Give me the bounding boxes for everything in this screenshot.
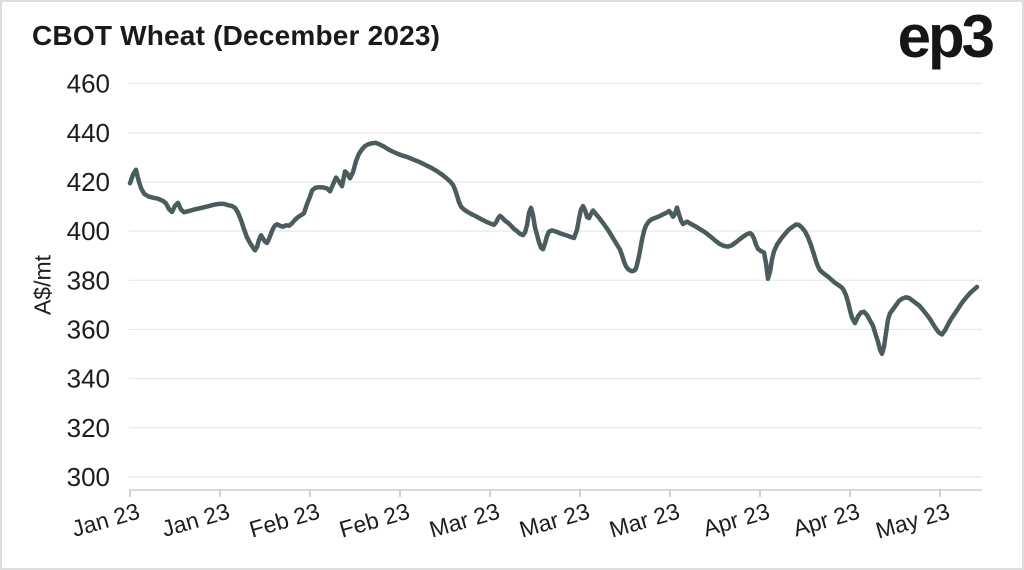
x-tick-label: May 23 bbox=[873, 498, 953, 544]
y-tick-label: 380 bbox=[67, 265, 110, 295]
x-tick-label: Mar 23 bbox=[606, 498, 682, 543]
y-tick-label: 320 bbox=[67, 413, 110, 443]
chart-title: CBOT Wheat (December 2023) bbox=[32, 20, 441, 51]
x-tick-label: Jan 23 bbox=[69, 498, 143, 542]
y-tick-label: 460 bbox=[67, 69, 110, 99]
x-tick-label: Mar 23 bbox=[516, 498, 592, 543]
y-tick-label: 300 bbox=[67, 462, 110, 492]
x-tick-label: Feb 23 bbox=[336, 498, 412, 543]
price-line bbox=[127, 140, 980, 357]
x-tick-label: Mar 23 bbox=[426, 498, 502, 543]
ep3-logo: ep3 bbox=[897, 3, 995, 70]
x-tick-label: Jan 23 bbox=[159, 498, 233, 542]
x-tick-label: Feb 23 bbox=[246, 498, 322, 543]
y-tick-label: 420 bbox=[67, 167, 110, 197]
x-tick-label: Apr 23 bbox=[790, 498, 862, 542]
x-tick-label: Apr 23 bbox=[700, 498, 772, 542]
y-tick-label: 400 bbox=[67, 216, 110, 246]
y-tick-label: 440 bbox=[67, 118, 110, 148]
y-tick-label: 360 bbox=[67, 314, 110, 344]
y-tick-label: 340 bbox=[67, 364, 110, 394]
